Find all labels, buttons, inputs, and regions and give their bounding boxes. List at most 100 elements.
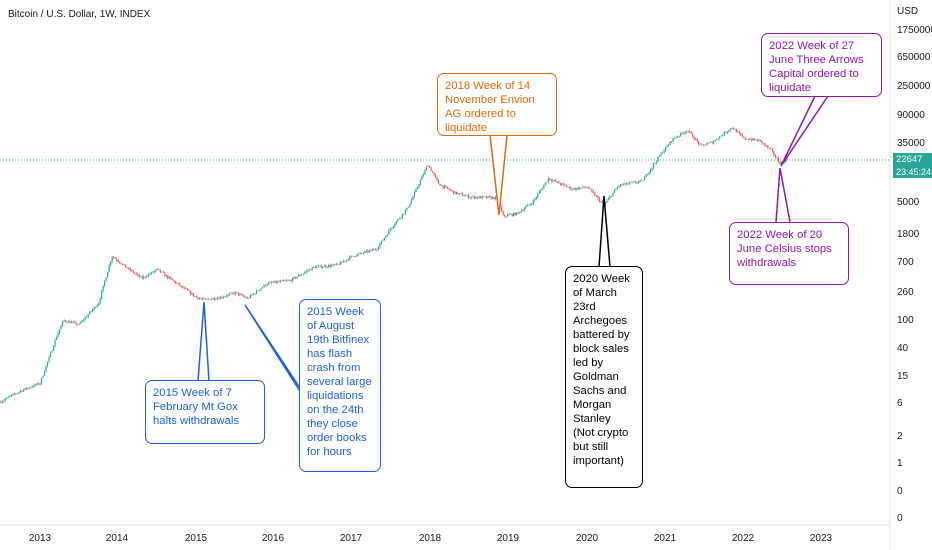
y-tick-label: 2 [897, 431, 903, 442]
candle-body [543, 185, 545, 189]
candle-body [280, 280, 282, 282]
candle-body [661, 152, 664, 154]
candle-body [430, 167, 432, 172]
y-tick-label: 5000 [897, 197, 920, 208]
candle-body [222, 296, 225, 298]
candle-body [696, 138, 698, 142]
candle-body [385, 235, 387, 238]
candle-body [313, 266, 315, 268]
candle-body [439, 183, 441, 186]
candle-body [553, 180, 555, 181]
candle-body [446, 186, 449, 189]
candle-body [443, 185, 446, 188]
candle-body [386, 234, 388, 236]
candle-body [356, 254, 358, 257]
candle-body [619, 184, 622, 186]
candle-body [299, 274, 301, 276]
candle-body [531, 204, 533, 205]
candle-body [460, 193, 462, 194]
candle-body [747, 139, 749, 141]
candle-body [325, 265, 327, 268]
candle-body [702, 144, 704, 146]
candle-body [30, 387, 32, 388]
candle-body [693, 137, 695, 140]
candle-body [458, 193, 461, 194]
candle-body [565, 185, 567, 187]
candle-body [66, 321, 68, 323]
candle-body [776, 157, 778, 158]
candle-body [383, 237, 385, 241]
candle-body [200, 298, 202, 300]
candle-body [779, 161, 781, 165]
candle-body [466, 195, 468, 196]
candle-body [185, 287, 187, 289]
candle-body [535, 197, 537, 199]
candle-body [409, 203, 411, 208]
candle-body [239, 294, 241, 296]
candle-body [493, 197, 495, 200]
candle-body [723, 132, 725, 136]
candle-body [574, 188, 576, 190]
candle-body [683, 133, 685, 134]
candle-body [140, 276, 142, 278]
annotation-pointers [197, 95, 829, 400]
annotation-pointer [244, 304, 306, 400]
candle-body [639, 180, 641, 182]
candle-body [218, 297, 220, 299]
candle-body [410, 199, 413, 204]
candle-body [698, 141, 700, 145]
candle-body [594, 192, 596, 197]
candle-body [186, 288, 188, 291]
candle-body [786, 159, 789, 160]
candle-body [105, 277, 107, 282]
candle-body [636, 182, 638, 184]
candle-body [292, 277, 294, 282]
candle-body [161, 271, 163, 273]
candle-body [252, 293, 255, 295]
candle-body [604, 202, 607, 205]
candle-body [361, 252, 363, 254]
candle-body [568, 187, 570, 188]
candle-body [538, 191, 540, 194]
candle-body [177, 283, 179, 284]
candle-body [544, 182, 546, 186]
candle-body [108, 265, 110, 273]
y-tick-label: 260 [897, 287, 914, 298]
candle-body [117, 260, 119, 262]
candle-body [242, 294, 244, 297]
candle-body [744, 137, 746, 140]
candle-body [582, 186, 584, 188]
candle-body [225, 296, 228, 297]
candle-body [317, 265, 319, 267]
y-axis-unit: USD [897, 6, 918, 17]
candle-body [13, 393, 16, 395]
candle-body [212, 298, 214, 300]
candle-body [24, 388, 26, 390]
candle-body [355, 256, 357, 257]
candle-body [149, 274, 151, 275]
candle-body [671, 141, 673, 143]
x-tick-label: 2019 [497, 533, 520, 544]
candle-body [701, 144, 703, 145]
candle-body [203, 298, 205, 300]
candle-body [732, 127, 734, 130]
candle-body [753, 138, 755, 140]
candle-body [295, 277, 297, 279]
candle-body [152, 272, 154, 273]
candle-body [362, 253, 364, 254]
candle-body [495, 196, 497, 200]
candle-body [98, 303, 100, 306]
candle-body [708, 142, 710, 144]
candle-body [759, 139, 761, 141]
candle-body [606, 200, 608, 203]
candle-body [403, 213, 405, 215]
candle-body [283, 280, 285, 281]
candle-body [428, 166, 431, 168]
y-tick-label: 250000 [897, 81, 931, 92]
candle-body [63, 320, 65, 322]
candle-body [737, 131, 739, 133]
candle-body [176, 283, 178, 284]
candle-body [201, 298, 204, 300]
candle-body [397, 219, 399, 222]
candle-body [64, 320, 67, 322]
